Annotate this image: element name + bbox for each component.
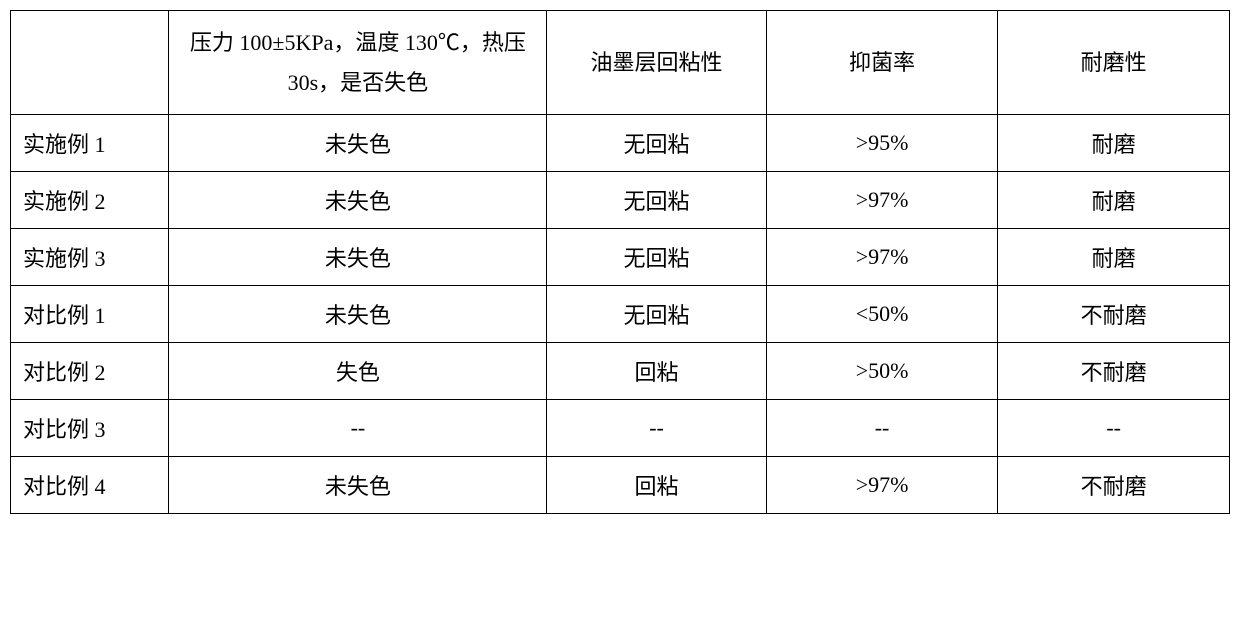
table-cell: 未失色 — [169, 229, 547, 286]
row-label: 对比例 1 — [11, 286, 169, 343]
table-row: 对比例 1 未失色 无回粘 <50% 不耐磨 — [11, 286, 1230, 343]
column-header-0 — [11, 11, 169, 115]
row-label: 对比例 2 — [11, 343, 169, 400]
table-cell: >50% — [766, 343, 998, 400]
column-header-3: 抑菌率 — [766, 11, 998, 115]
table-cell: 未失色 — [169, 286, 547, 343]
table-cell: 不耐磨 — [998, 457, 1230, 514]
table-row: 实施例 3 未失色 无回粘 >97% 耐磨 — [11, 229, 1230, 286]
table-cell: -- — [169, 400, 547, 457]
table-row: 对比例 4 未失色 回粘 >97% 不耐磨 — [11, 457, 1230, 514]
row-label: 实施例 2 — [11, 172, 169, 229]
table-header-row: 压力 100±5KPa，温度 130℃，热压 30s，是否失色 油墨层回粘性 抑… — [11, 11, 1230, 115]
table-cell: >95% — [766, 115, 998, 172]
table-cell: 未失色 — [169, 115, 547, 172]
table-cell: 未失色 — [169, 457, 547, 514]
table-cell: 回粘 — [547, 343, 766, 400]
row-label: 对比例 4 — [11, 457, 169, 514]
table-cell: 回粘 — [547, 457, 766, 514]
table-cell: 无回粘 — [547, 172, 766, 229]
table-cell: >97% — [766, 229, 998, 286]
column-header-1: 压力 100±5KPa，温度 130℃，热压 30s，是否失色 — [169, 11, 547, 115]
table-cell: 无回粘 — [547, 115, 766, 172]
table-cell: -- — [766, 400, 998, 457]
table-row: 对比例 2 失色 回粘 >50% 不耐磨 — [11, 343, 1230, 400]
table-row: 实施例 1 未失色 无回粘 >95% 耐磨 — [11, 115, 1230, 172]
table-row: 对比例 3 -- -- -- -- — [11, 400, 1230, 457]
column-header-2: 油墨层回粘性 — [547, 11, 766, 115]
table-row: 实施例 2 未失色 无回粘 >97% 耐磨 — [11, 172, 1230, 229]
table-cell: 不耐磨 — [998, 343, 1230, 400]
table-cell: >97% — [766, 457, 998, 514]
table-cell: 耐磨 — [998, 115, 1230, 172]
table-cell: -- — [998, 400, 1230, 457]
table-cell: 失色 — [169, 343, 547, 400]
table-cell: >97% — [766, 172, 998, 229]
table-cell: 耐磨 — [998, 172, 1230, 229]
data-table: 压力 100±5KPa，温度 130℃，热压 30s，是否失色 油墨层回粘性 抑… — [10, 10, 1230, 514]
table-cell: -- — [547, 400, 766, 457]
row-label: 实施例 3 — [11, 229, 169, 286]
table-cell: 无回粘 — [547, 286, 766, 343]
table-cell: 未失色 — [169, 172, 547, 229]
row-label: 实施例 1 — [11, 115, 169, 172]
row-label: 对比例 3 — [11, 400, 169, 457]
table-cell: 无回粘 — [547, 229, 766, 286]
column-header-4: 耐磨性 — [998, 11, 1230, 115]
table-cell: 不耐磨 — [998, 286, 1230, 343]
table-cell: <50% — [766, 286, 998, 343]
table-cell: 耐磨 — [998, 229, 1230, 286]
